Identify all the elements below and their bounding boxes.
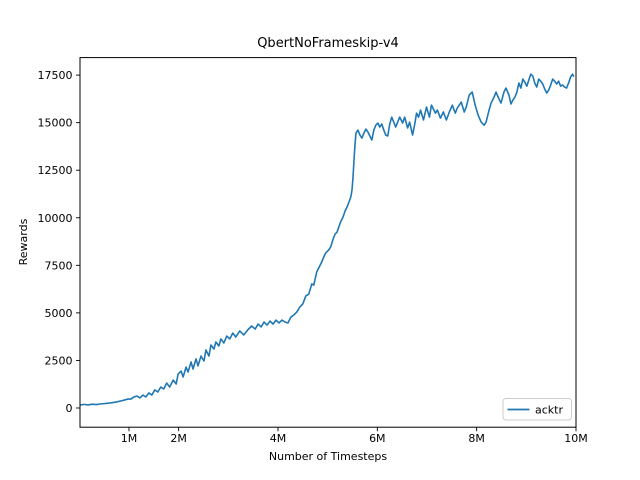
legend-box	[502, 398, 572, 421]
series-layer	[80, 73, 575, 406]
legend: acktr	[502, 398, 572, 421]
y-tick-label: 5000	[45, 307, 73, 320]
y-tick-label: 7500	[45, 259, 73, 272]
x-tick-label: 4M	[270, 432, 287, 445]
legend-label-acktr: acktr	[535, 404, 563, 417]
x-tick-label: 8M	[468, 432, 485, 445]
x-axis-label: Number of Timesteps	[269, 450, 387, 463]
x-tick-label: 10M	[564, 432, 588, 445]
y-axis-label: Rewards	[17, 218, 30, 265]
chart-title: QbertNoFrameskip-v4	[257, 36, 399, 51]
x-tick-label: 2M	[170, 432, 187, 445]
axis-ticks: 1M 2M 4M 6M 8M 10M 0 2500 5000 7500 10000 12500 1500…	[38, 69, 588, 445]
y-tick-label: 10000	[38, 212, 73, 225]
y-tick-label: 15000	[38, 117, 73, 130]
y-tick-label: 2500	[45, 354, 73, 367]
x-tick-label: 1M	[121, 432, 138, 445]
y-tick-label: 17500	[38, 69, 73, 82]
x-tick-label: 6M	[369, 432, 386, 445]
y-tick-label: 0	[66, 402, 73, 415]
plot-border	[79, 57, 577, 428]
acktr-line	[80, 73, 575, 406]
y-tick-label: 12500	[38, 164, 73, 177]
